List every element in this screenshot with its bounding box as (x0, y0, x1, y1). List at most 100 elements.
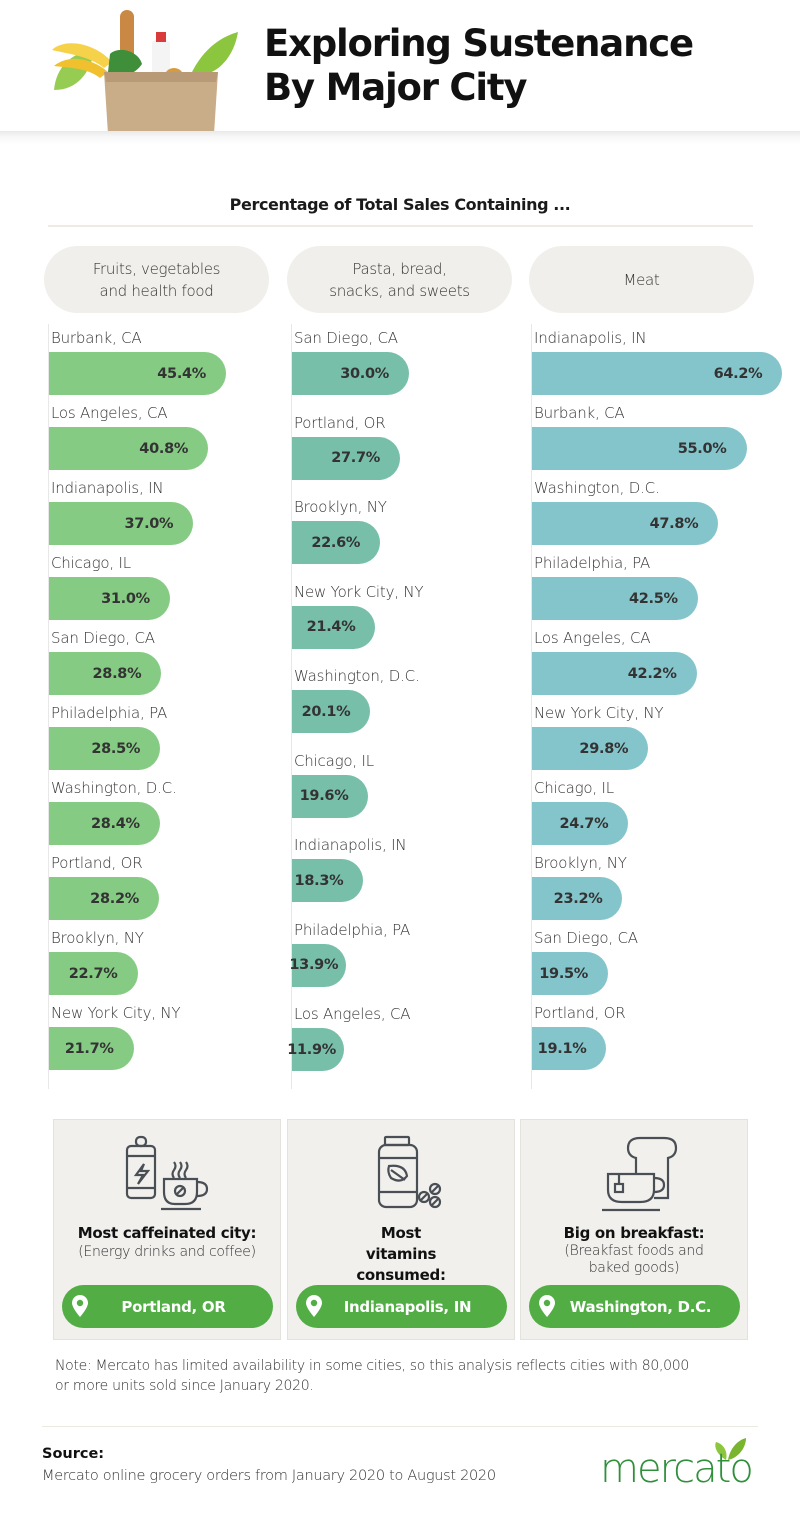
bar: 13.9% (289, 943, 347, 987)
bar-value-label: 42.5% (628, 590, 678, 607)
header: Exploring Sustenance By Major City (0, 0, 800, 134)
callout-city: Portland, OR (121, 1297, 226, 1316)
bar: 42.5% (532, 577, 698, 620)
bar-city-label: Los Angeles, CA (294, 1005, 411, 1023)
category-label: Meat (623, 270, 660, 289)
source-text: Mercato online grocery orders from Janua… (42, 1468, 496, 1484)
bar: 55.0% (532, 427, 747, 470)
bar-city-label: Burbank, CA (51, 329, 142, 347)
bar-city-label: New York City, NY (534, 704, 664, 722)
mercato-logo: mercato (600, 1436, 760, 1496)
bar: 37.0% (49, 502, 194, 545)
callout-vitamins: Most vitamins consumed: Indianapolis, IN (287, 1119, 515, 1340)
divider (48, 225, 753, 227)
bar-value-label: 20.1% (301, 703, 351, 720)
bar-value-label: 31.0% (101, 590, 150, 607)
bar: 27.7% (292, 436, 401, 480)
bar-value-label: 21.7% (64, 1040, 114, 1057)
bar-city-label: New York City, NY (294, 582, 424, 601)
title-line-1: Exploring Sustenance (264, 22, 694, 65)
bar: 29.8% (532, 727, 649, 770)
bar-city-label: Washington, D.C. (294, 667, 420, 685)
bar: 42.2% (532, 652, 697, 695)
bar: 45.4% (49, 352, 227, 395)
title-line-2: By Major City (264, 66, 527, 109)
bar: 11.9% (287, 1028, 344, 1071)
category-pasta: Pasta, bread, snacks, and sweets (287, 246, 512, 313)
tea-toast-icon (602, 1136, 678, 1212)
callout-city: Indianapolis, IN (343, 1297, 472, 1316)
callout-title: Most vitamins consumed: (356, 1224, 446, 1284)
bar-city-label: San Diego, CA (294, 329, 398, 347)
bar-value-label: 55.0% (677, 440, 727, 457)
bar: 28.4% (49, 802, 160, 845)
callout-title: Most caffeinated city: (77, 1224, 257, 1242)
bar-panel-fruits: Burbank, CA 45.4% Los Angeles, CA 40.8% Indi… (48, 324, 288, 1089)
bar-city-label: Philadelphia, PA (534, 554, 651, 572)
bar: 19.6% (292, 774, 369, 818)
callout-caffeinated: Most caffeinated city: (Energy drinks an… (53, 1119, 281, 1340)
source-label: Source: (42, 1446, 105, 1462)
bar-value-label: 11.9% (287, 1041, 336, 1058)
callout-city: Washington, D.C. (569, 1297, 712, 1316)
bar-city-label: Portland, OR (294, 413, 386, 432)
divider (42, 1426, 758, 1427)
bar: 19.5% (532, 952, 609, 995)
bar: 20.1% (292, 690, 371, 733)
bar-city-label: San Diego, CA (51, 629, 155, 647)
bar-city-label: Philadelphia, PA (294, 920, 411, 939)
category-meat: Meat (529, 246, 754, 313)
vitamin-bottle-icon (377, 1135, 442, 1209)
bar: 31.0% (49, 577, 170, 620)
bar-city-label: Chicago, IL (294, 751, 374, 770)
logo-leaf-icon (715, 1438, 746, 1460)
bar-value-label: 19.5% (539, 965, 589, 982)
bar: 28.2% (49, 877, 159, 920)
bar-value-label: 19.1% (537, 1040, 587, 1057)
bar-city-label: Indianapolis, IN (534, 329, 647, 347)
callout-subtitle: (Energy drinks and coffee) (78, 1244, 256, 1260)
bar-value-label: 24.7% (559, 815, 609, 832)
bar-value-label: 47.8% (649, 515, 699, 532)
bar: 28.5% (49, 727, 161, 770)
bar: 18.3% (292, 859, 364, 902)
bar: 24.7% (532, 802, 629, 845)
bar-value-label: 22.7% (68, 965, 118, 982)
bar: 22.6% (292, 521, 381, 564)
bar-value-label: 40.8% (139, 440, 189, 457)
bar: 19.1% (532, 1027, 607, 1070)
bar-city-label: Portland, OR (51, 854, 143, 872)
bar: 64.2% (532, 352, 783, 395)
bar-city-label: Washington, D.C. (51, 779, 177, 797)
bar-value-label: 27.7% (331, 450, 381, 466)
bar: 21.7% (49, 1027, 134, 1070)
bar-value-label: 21.4% (306, 619, 356, 635)
bar-city-label: Brooklyn, NY (294, 498, 387, 516)
bar-city-label: Brooklyn, NY (51, 929, 144, 947)
bar-value-label: 28.4% (90, 815, 140, 832)
bar-value-label: 28.8% (92, 665, 142, 682)
bar-value-label: 28.2% (90, 890, 139, 907)
callout-city-badge: Indianapolis, IN (296, 1285, 507, 1328)
bar-panel-meat: Indianapolis, IN 64.2% Burbank, CA 55.0% Was… (531, 324, 791, 1089)
bar-city-label: Philadelphia, PA (51, 704, 168, 722)
bar: 21.4% (292, 605, 376, 649)
bar-value-label: 45.4% (157, 365, 207, 382)
chart-title: Percentage of Total Sales Containing ... (229, 195, 571, 214)
bar-city-label: Indianapolis, IN (51, 479, 164, 497)
header-shadow (0, 131, 800, 145)
bar-value-label: 29.8% (579, 740, 629, 757)
bar-value-label: 13.9% (289, 957, 339, 973)
bar-city-label: Chicago, IL (534, 779, 614, 797)
bar: 22.7% (49, 952, 138, 995)
bar-city-label: Los Angeles, CA (534, 629, 651, 647)
bar: 47.8% (532, 502, 719, 545)
callout-subtitle: (Breakfast foods and baked goods) (564, 1243, 704, 1276)
callout-breakfast: Big on breakfast: (Breakfast foods and b… (520, 1119, 748, 1340)
bar-city-label: Chicago, IL (51, 554, 131, 572)
bar-city-label: Portland, OR (534, 1004, 626, 1022)
grocery-bag-icon (52, 10, 238, 134)
category-label: Fruits, vegetables and health food (92, 259, 221, 300)
bar-value-label: 37.0% (124, 515, 174, 532)
bar-city-label: New York City, NY (51, 1004, 181, 1022)
